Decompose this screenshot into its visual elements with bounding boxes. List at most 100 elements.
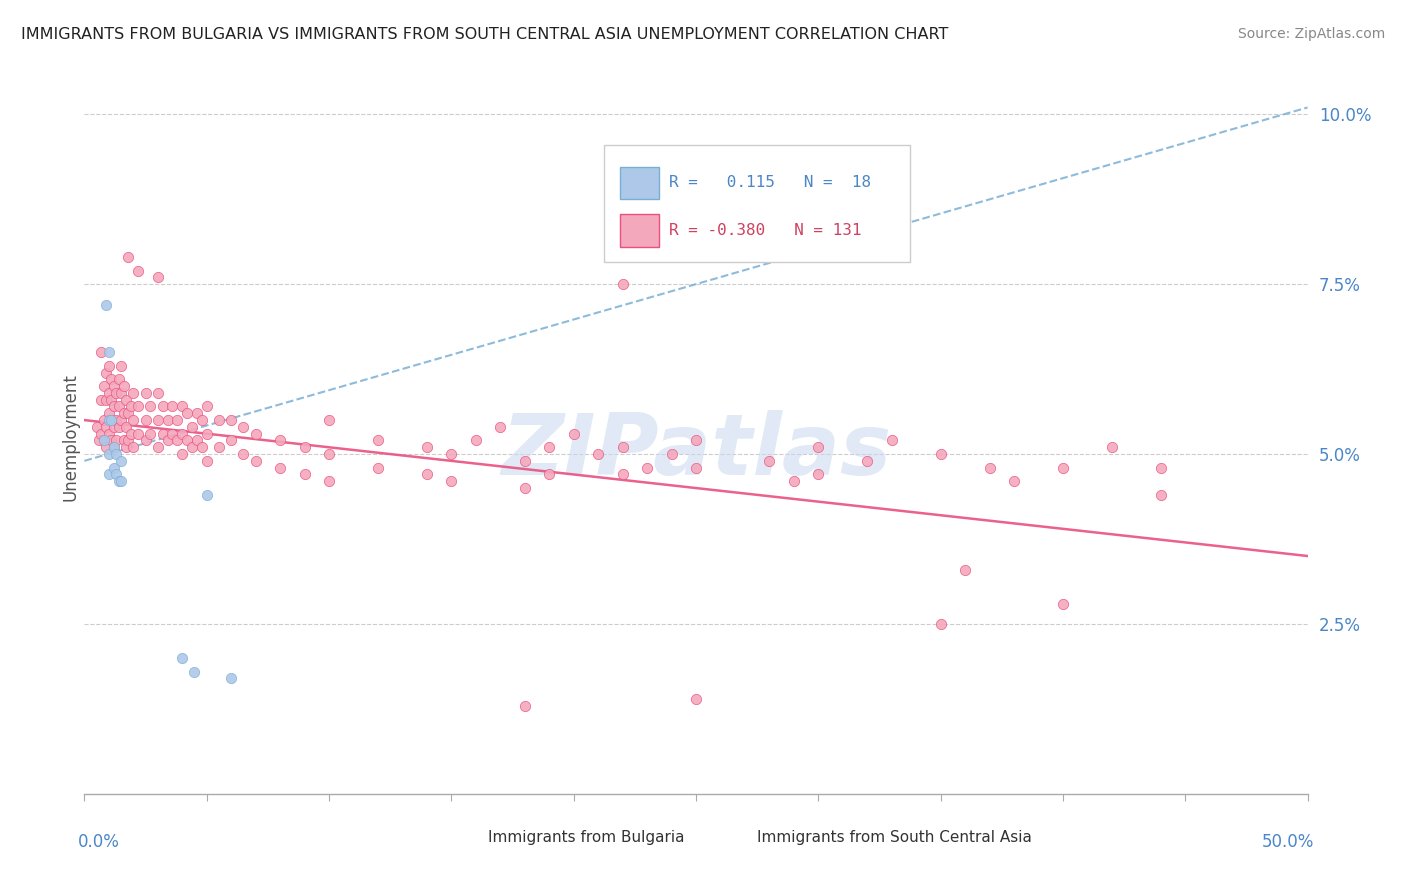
Text: R =   0.115   N =  18: R = 0.115 N = 18 xyxy=(669,175,872,190)
Text: 50.0%: 50.0% xyxy=(1261,833,1313,851)
Point xyxy=(90,345,112,359)
Point xyxy=(156,413,179,427)
Point xyxy=(176,406,198,420)
Point xyxy=(117,434,139,448)
Point xyxy=(110,359,132,373)
Point xyxy=(103,440,125,454)
Point xyxy=(856,454,879,468)
Point xyxy=(416,440,439,454)
Point xyxy=(100,413,122,427)
Point xyxy=(685,460,707,475)
Point xyxy=(105,447,128,461)
Point xyxy=(120,426,142,441)
Text: ZIPatlas: ZIPatlas xyxy=(501,409,891,493)
FancyBboxPatch shape xyxy=(620,214,659,247)
Point xyxy=(172,400,194,414)
Point xyxy=(146,270,169,285)
Point xyxy=(219,671,242,685)
Point xyxy=(1150,460,1173,475)
Point xyxy=(103,379,125,393)
Text: Immigrants from South Central Asia: Immigrants from South Central Asia xyxy=(758,830,1032,845)
Point xyxy=(929,447,952,461)
Point xyxy=(97,406,120,420)
Point xyxy=(181,420,204,434)
Point xyxy=(117,406,139,420)
Point xyxy=(107,420,129,434)
Point xyxy=(107,475,129,489)
Point xyxy=(513,481,536,495)
Point xyxy=(146,413,169,427)
Point xyxy=(586,447,609,461)
Point xyxy=(464,434,486,448)
Point xyxy=(166,434,188,448)
Point xyxy=(245,426,267,441)
Point xyxy=(172,426,194,441)
Point xyxy=(807,209,830,223)
Point xyxy=(117,250,139,264)
Point xyxy=(489,420,512,434)
FancyBboxPatch shape xyxy=(718,826,749,849)
Point xyxy=(929,617,952,632)
FancyBboxPatch shape xyxy=(449,826,481,849)
Point xyxy=(97,467,120,482)
FancyBboxPatch shape xyxy=(605,145,910,262)
Point xyxy=(807,440,830,454)
Point xyxy=(103,440,125,454)
Point xyxy=(135,434,157,448)
Point xyxy=(245,454,267,468)
Point xyxy=(120,400,142,414)
Point xyxy=(538,467,561,482)
Point xyxy=(685,691,707,706)
Point xyxy=(269,460,291,475)
Point xyxy=(294,440,316,454)
Point xyxy=(107,400,129,414)
Point xyxy=(115,392,138,407)
Point xyxy=(135,385,157,400)
Point xyxy=(232,420,254,434)
Point xyxy=(636,460,658,475)
Point xyxy=(183,665,205,679)
Point xyxy=(195,426,218,441)
Point xyxy=(97,413,120,427)
Point xyxy=(186,406,208,420)
Point xyxy=(1150,488,1173,502)
Point xyxy=(685,434,707,448)
Point xyxy=(96,366,118,380)
Point xyxy=(318,475,340,489)
Point xyxy=(139,400,162,414)
Point xyxy=(122,385,145,400)
Text: Immigrants from Bulgaria: Immigrants from Bulgaria xyxy=(488,830,685,845)
Point xyxy=(440,447,463,461)
Point xyxy=(105,385,128,400)
Text: Source: ZipAtlas.com: Source: ZipAtlas.com xyxy=(1237,27,1385,41)
Text: 0.0%: 0.0% xyxy=(79,833,120,851)
Point xyxy=(135,413,157,427)
Point xyxy=(96,392,118,407)
Point xyxy=(103,400,125,414)
Point xyxy=(1052,460,1074,475)
Point xyxy=(105,467,128,482)
FancyBboxPatch shape xyxy=(620,167,659,200)
Point xyxy=(86,420,108,434)
Point xyxy=(97,385,120,400)
Point xyxy=(90,426,112,441)
Point xyxy=(1052,597,1074,611)
Point xyxy=(105,413,128,427)
Text: R = -0.380   N = 131: R = -0.380 N = 131 xyxy=(669,223,862,237)
Point xyxy=(807,467,830,482)
Point xyxy=(96,420,118,434)
Point xyxy=(127,426,149,441)
Point xyxy=(146,440,169,454)
Point xyxy=(318,413,340,427)
Point xyxy=(195,400,218,414)
Point xyxy=(90,392,112,407)
Point xyxy=(979,460,1001,475)
Point xyxy=(122,440,145,454)
Point xyxy=(100,434,122,448)
Point xyxy=(612,277,634,292)
Point xyxy=(186,434,208,448)
Point xyxy=(107,372,129,386)
Point xyxy=(181,440,204,454)
Y-axis label: Unemployment: Unemployment xyxy=(62,373,80,501)
Point xyxy=(191,413,214,427)
